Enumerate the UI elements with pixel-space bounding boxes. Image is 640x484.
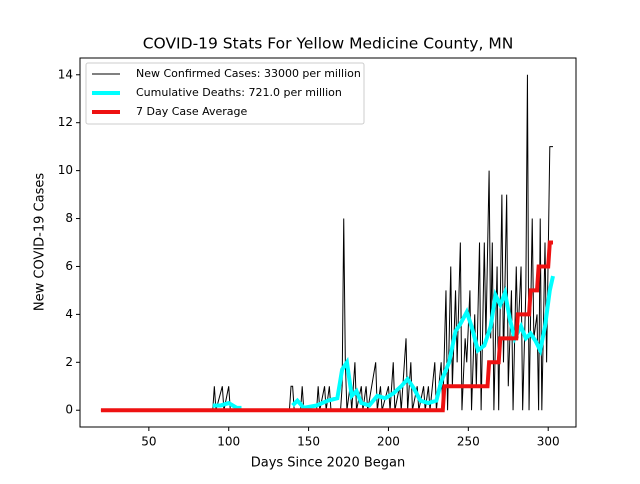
x-tick-label: 300 — [537, 435, 560, 449]
y-axis-label: New COVID-19 Cases — [33, 173, 48, 311]
y-tick-label: 0 — [65, 403, 73, 417]
y-tick-label: 4 — [65, 307, 73, 321]
x-tick-label: 50 — [141, 435, 156, 449]
data-line — [100, 240, 553, 413]
legend-label: Cumulative Deaths: 721.0 per million — [136, 86, 342, 99]
data-line — [212, 275, 555, 411]
x-tick-label: 250 — [457, 435, 480, 449]
y-tick-label: 6 — [65, 259, 73, 273]
y-tick-label: 8 — [65, 211, 73, 225]
x-tick-label: 100 — [217, 435, 240, 449]
chart-title: COVID-19 Stats For Yellow Medicine Count… — [143, 35, 514, 53]
legend-label: 7 Day Case Average — [136, 105, 248, 118]
legend-label: New Confirmed Cases: 33000 per million — [136, 67, 361, 80]
x-tick-label: 200 — [377, 435, 400, 449]
plot-frame — [79, 57, 577, 428]
x-axis-label: Days Since 2020 Began — [251, 456, 406, 471]
x-tick-label: 150 — [297, 435, 320, 449]
y-tick-label: 14 — [58, 67, 73, 81]
y-tick-label: 12 — [58, 115, 73, 129]
legend-box — [85, 62, 365, 125]
y-tick-label: 10 — [58, 163, 73, 177]
data-line — [100, 74, 553, 411]
y-tick-label: 2 — [65, 355, 73, 369]
